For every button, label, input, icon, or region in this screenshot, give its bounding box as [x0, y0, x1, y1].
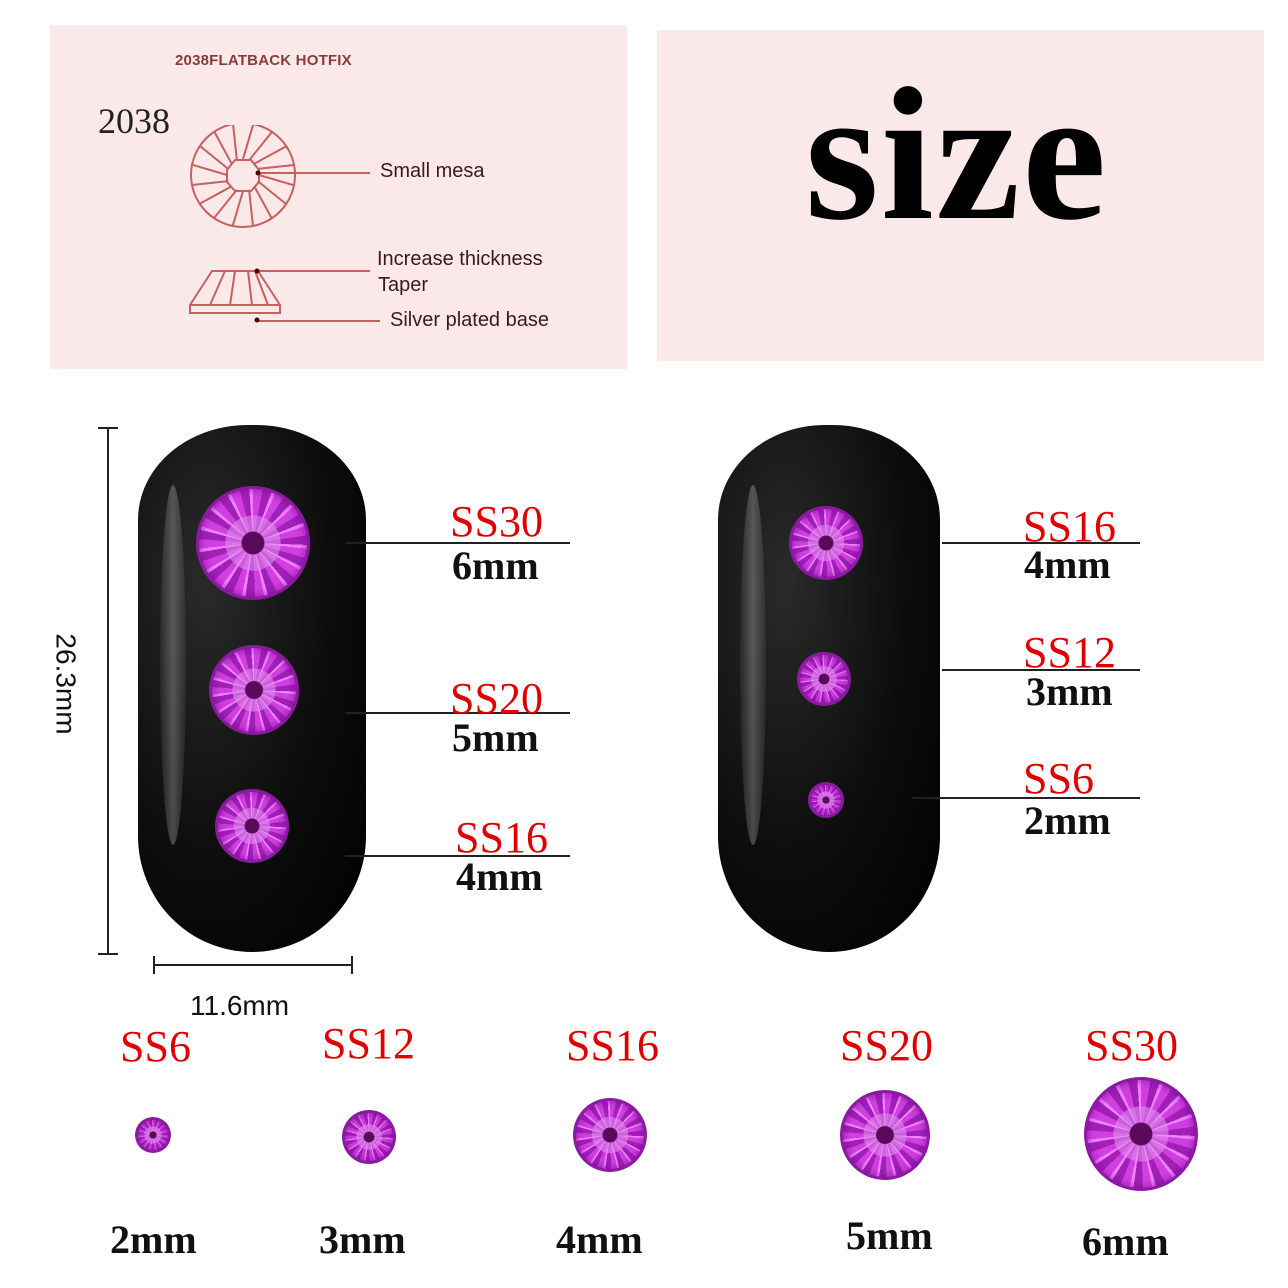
- rhinestone-ss30: [1084, 1077, 1198, 1191]
- rhinestone-ss20: [209, 645, 299, 735]
- ss-label: SS6: [1023, 754, 1094, 803]
- leader-line: [942, 542, 1140, 544]
- leader-line: [942, 669, 1140, 671]
- ss-label: SS30: [1085, 1021, 1178, 1070]
- mm-label: 5mm: [846, 1213, 933, 1258]
- mm-label: 4mm: [456, 854, 543, 899]
- leader-line: [345, 855, 570, 857]
- ss-label: SS16: [1023, 502, 1116, 551]
- ss-label: SS6: [120, 1022, 191, 1071]
- ss-label: SS12: [1023, 628, 1116, 677]
- rhinestone-diagram-icon: [189, 125, 380, 323]
- rhinestone-ss20: [840, 1090, 930, 1180]
- diagram-title: 2038FLATBACK HOTFIX: [175, 52, 352, 69]
- ss-label: SS20: [840, 1021, 933, 1070]
- leader-line: [912, 797, 1140, 799]
- heading-panel: [657, 30, 1264, 361]
- model-number: 2038: [98, 101, 170, 141]
- rhinestone-ss16: [215, 789, 289, 863]
- label-silver-plated-base: Silver plated base: [390, 309, 549, 331]
- leader-line: [345, 712, 570, 714]
- rhinestone-ss12: [342, 1110, 396, 1164]
- label-small-mesa: Small mesa: [380, 160, 485, 182]
- rhinestone-ss16: [789, 506, 863, 580]
- mm-label: 2mm: [110, 1217, 197, 1262]
- rhinestone-ss6: [135, 1117, 171, 1153]
- dimension-tick: [98, 953, 118, 955]
- label-taper: Taper: [378, 274, 429, 296]
- rhinestone-ss6: [808, 782, 844, 818]
- width-dimension-line: [153, 964, 353, 966]
- dimension-tick: [98, 427, 118, 429]
- ss-label: SS20: [450, 674, 543, 723]
- rhinestone-ss30: [196, 486, 310, 600]
- mm-label: 6mm: [452, 543, 539, 588]
- mm-label: 2mm: [1024, 798, 1111, 843]
- size-heading: size: [805, 50, 1109, 260]
- ss-label: SS16: [455, 813, 548, 862]
- mm-label: 3mm: [319, 1217, 406, 1262]
- mm-label: 6mm: [1082, 1219, 1169, 1264]
- mm-label: 5mm: [452, 715, 539, 760]
- ss-label: SS30: [450, 497, 543, 546]
- height-dimension-line: [107, 427, 109, 955]
- ss-label: SS16: [566, 1021, 659, 1070]
- dimension-tick: [351, 956, 353, 974]
- diagram-panel: [50, 25, 627, 369]
- mm-label: 3mm: [1026, 669, 1113, 714]
- rhinestone-ss16: [573, 1098, 647, 1172]
- ss-label: SS12: [322, 1019, 415, 1068]
- height-dimension-label: 26.3mm: [50, 633, 82, 735]
- label-increase-thickness: Increase thickness: [377, 248, 543, 270]
- mm-label: 4mm: [1024, 542, 1111, 587]
- rhinestone-ss12: [797, 652, 851, 706]
- dimension-tick: [153, 956, 155, 974]
- leader-line: [345, 542, 570, 544]
- width-dimension-label: 11.6mm: [190, 990, 290, 1021]
- mm-label: 4mm: [556, 1217, 643, 1262]
